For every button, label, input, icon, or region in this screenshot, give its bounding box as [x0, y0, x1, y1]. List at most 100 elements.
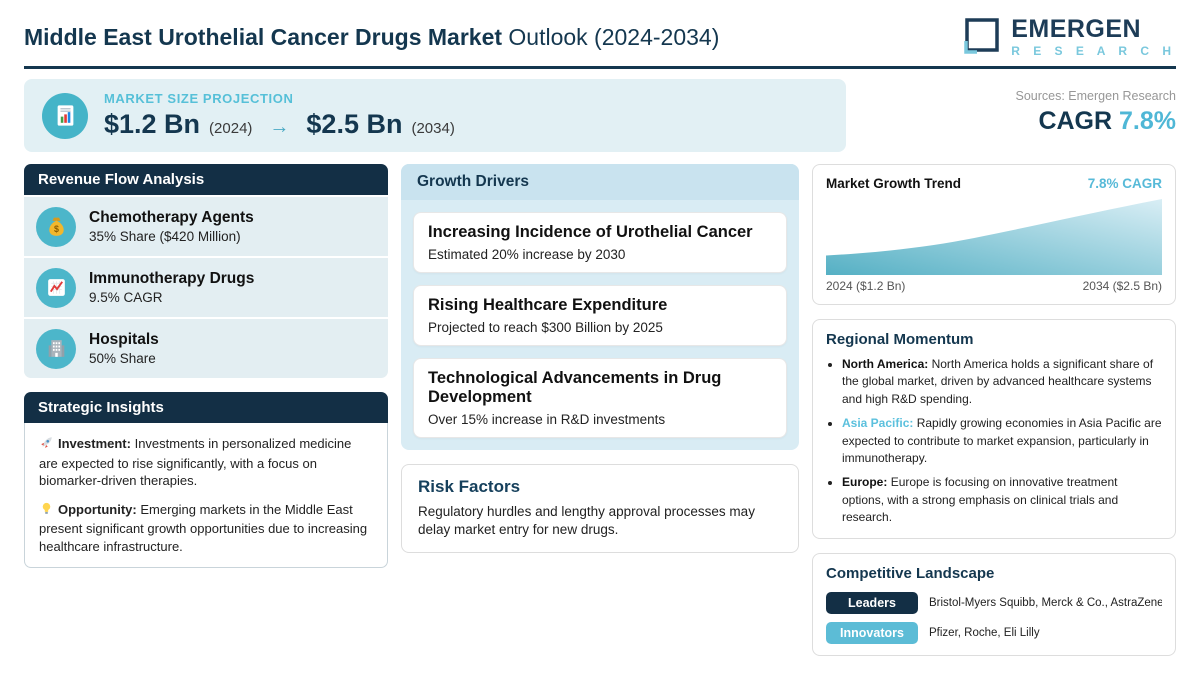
bar-chart-icon — [42, 92, 88, 139]
competitive-landscape-title: Competitive Landscape — [826, 564, 995, 582]
growth-drivers-body: Increasing Incidence of Urothelial Cance… — [401, 200, 799, 450]
driver-card: Increasing Incidence of Urothelial Cance… — [413, 212, 787, 273]
insight-text: Emerging markets in the Middle East pres… — [39, 501, 368, 554]
svg-text:$: $ — [54, 224, 59, 234]
logo-name: EMERGEN — [1011, 15, 1142, 43]
rocket-icon — [39, 435, 54, 455]
strategic-insights-header: Strategic Insights — [24, 392, 388, 423]
leaders-companies: Bristol-Myers Squibb, Merck & Co., Astra… — [929, 596, 1162, 609]
emergen-logo: EMERGEN R E S E A R C H — [962, 15, 1176, 60]
lightbulb-icon — [39, 501, 54, 521]
hospital-icon — [36, 328, 76, 369]
strategic-insights-body: Investment: Investments in personalized … — [24, 423, 388, 569]
right-column: Market Growth Trend 7.8% CAGR 2024 ($1.2… — [812, 164, 1176, 656]
banner-content: MARKET SIZE PROJECTION $1.2 Bn (2024) → … — [104, 91, 455, 140]
header-divider — [24, 66, 1176, 69]
trend-start-label: 2024 ($1.2 Bn) — [826, 279, 906, 293]
risk-factors-card: Risk Factors Regulatory hurdles and leng… — [401, 464, 799, 553]
infographic-page: Middle East Urothelial Cancer Drugs Mark… — [0, 0, 1200, 656]
driver-card: Rising Healthcare Expenditure Projected … — [413, 284, 787, 346]
list-item: Hospitals 50% Share — [24, 319, 388, 378]
trend-end-label: 2034 ($2.5 Bn) — [1082, 279, 1162, 293]
table-row: Leaders Bristol-Myers Squibb, Merck & Co… — [826, 591, 1162, 614]
start-value: $1.2 Bn — [104, 109, 201, 139]
end-value: $2.5 Bn — [306, 109, 403, 139]
banner-row: MARKET SIZE PROJECTION $1.2 Bn (2024) → … — [24, 79, 1176, 152]
market-growth-trend-card: Market Growth Trend 7.8% CAGR 2024 ($1.2… — [812, 164, 1176, 305]
region-label: North America: — [842, 357, 929, 371]
driver-title: Rising Healthcare Expenditure — [428, 295, 668, 314]
list-item: Asia Pacific: Rapidly growing economies … — [842, 415, 1162, 467]
page-title: Middle East Urothelial Cancer Drugs Mark… — [24, 24, 719, 51]
left-column: Revenue Flow Analysis $ Chemotherapy Age… — [24, 164, 388, 656]
driver-title: Increasing Incidence of Urothelial Cance… — [428, 223, 753, 241]
driver-subtitle: Projected to reach $300 Billion by 2025 — [428, 319, 663, 335]
region-text: Europe is focusing on innovative treatme… — [842, 475, 1119, 525]
regional-momentum-list: North America: North America holds a sig… — [826, 356, 1162, 527]
table-row: Innovators Pfizer, Roche, Eli Lilly — [826, 621, 1162, 644]
cagr-value: 7.8% — [1119, 107, 1176, 135]
strategic-insights-panel: Strategic Insights Investment: Investmen… — [24, 392, 388, 569]
segment-title: Immunotherapy Drugs — [89, 270, 255, 287]
regional-momentum-title: Regional Momentum — [826, 331, 974, 348]
cagr-line: CAGR 7.8% — [1016, 107, 1176, 136]
trend-header: Market Growth Trend 7.8% CAGR — [826, 176, 1162, 191]
regional-momentum-card: Regional Momentum North America: North A… — [812, 319, 1176, 539]
insight-text: Investments in personalized medicine are… — [39, 436, 352, 489]
page-title-regular: Outlook (2024-2034) — [502, 23, 720, 50]
insight-item: Investment: Investments in personalized … — [39, 435, 373, 490]
list-item-text: Chemotherapy Agents 35% Share ($420 Mill… — [89, 209, 254, 244]
segment-subtitle: 50% Share — [89, 351, 156, 366]
list-item: Europe: Europe is focusing on innovative… — [842, 474, 1162, 526]
arrow-right-icon: → — [269, 116, 290, 138]
driver-title: Technological Advancements in Drug Devel… — [428, 368, 722, 407]
innovators-badge: Innovators — [826, 621, 918, 644]
segment-title: Hospitals — [89, 331, 159, 348]
revenue-flow-header: Revenue Flow Analysis — [24, 164, 388, 195]
list-item: North America: North America holds a sig… — [842, 356, 1162, 408]
market-size-banner: MARKET SIZE PROJECTION $1.2 Bn (2024) → … — [24, 79, 846, 152]
region-text: North America holds a significant share … — [842, 357, 1154, 406]
region-label: Europe: — [842, 475, 888, 490]
region-label: Asia Pacific: — [842, 416, 914, 431]
region-text: Rapidly growing economies in Asia Pacifi… — [842, 416, 1162, 465]
risk-factors-title: Risk Factors — [418, 477, 521, 497]
list-item: Immunotherapy Drugs 9.5% CAGR — [24, 258, 388, 317]
cagr-label: CAGR — [1038, 107, 1113, 135]
growth-drivers-header: Growth Drivers — [401, 164, 799, 200]
start-year: (2024) — [209, 120, 253, 137]
growth-drivers-panel: Growth Drivers Increasing Incidence of U… — [401, 164, 799, 451]
insight-label: Opportunity: — [58, 501, 137, 517]
logo-text: EMERGEN R E S E A R C H — [1011, 15, 1176, 58]
page-title-bold: Middle East Urothelial Cancer Drugs Mark… — [24, 23, 503, 50]
segment-subtitle: 9.5% CAGR — [89, 290, 163, 305]
line-chart-icon — [36, 267, 76, 308]
banner-label: MARKET SIZE PROJECTION — [104, 91, 294, 106]
list-item-text: Hospitals 50% Share — [89, 331, 159, 366]
main-columns: Revenue Flow Analysis $ Chemotherapy Age… — [24, 164, 1176, 656]
driver-subtitle: Estimated 20% increase by 2030 — [428, 246, 626, 262]
insight-item: Opportunity: Emerging markets in the Mid… — [39, 501, 373, 556]
revenue-flow-panel: Revenue Flow Analysis $ Chemotherapy Age… — [24, 164, 388, 378]
trend-axis-labels: 2024 ($1.2 Bn) 2034 ($2.5 Bn) — [826, 279, 1162, 293]
header: Middle East Urothelial Cancer Drugs Mark… — [24, 14, 1176, 60]
driver-subtitle: Over 15% increase in R&D investments — [428, 412, 666, 428]
risk-factors-text: Regulatory hurdles and lengthy approval … — [418, 504, 755, 538]
trend-title: Market Growth Trend — [826, 176, 962, 191]
list-item-text: Immunotherapy Drugs 9.5% CAGR — [89, 270, 254, 305]
segment-title: Chemotherapy Agents — [89, 209, 254, 226]
innovators-companies: Pfizer, Roche, Eli Lilly — [929, 626, 1040, 639]
leaders-badge: Leaders — [826, 591, 918, 614]
competitive-landscape-card: Competitive Landscape Leaders Bristol-My… — [812, 552, 1176, 656]
segment-subtitle: 35% Share ($420 Million) — [89, 229, 241, 244]
insight-label: Investment: — [58, 436, 131, 451]
cagr-block: Sources: Emergen Research CAGR 7.8% — [1016, 79, 1177, 152]
trend-cagr: 7.8% CAGR — [1087, 176, 1162, 191]
sources-note: Sources: Emergen Research — [1015, 89, 1177, 103]
logo-subtitle: R E S E A R C H — [1011, 44, 1176, 58]
end-year: (2034) — [411, 120, 455, 137]
growth-area-chart — [826, 198, 1162, 275]
middle-column: Growth Drivers Increasing Incidence of U… — [401, 164, 799, 656]
driver-card: Technological Advancements in Drug Devel… — [413, 357, 787, 439]
money-bag-icon: $ — [36, 206, 76, 247]
